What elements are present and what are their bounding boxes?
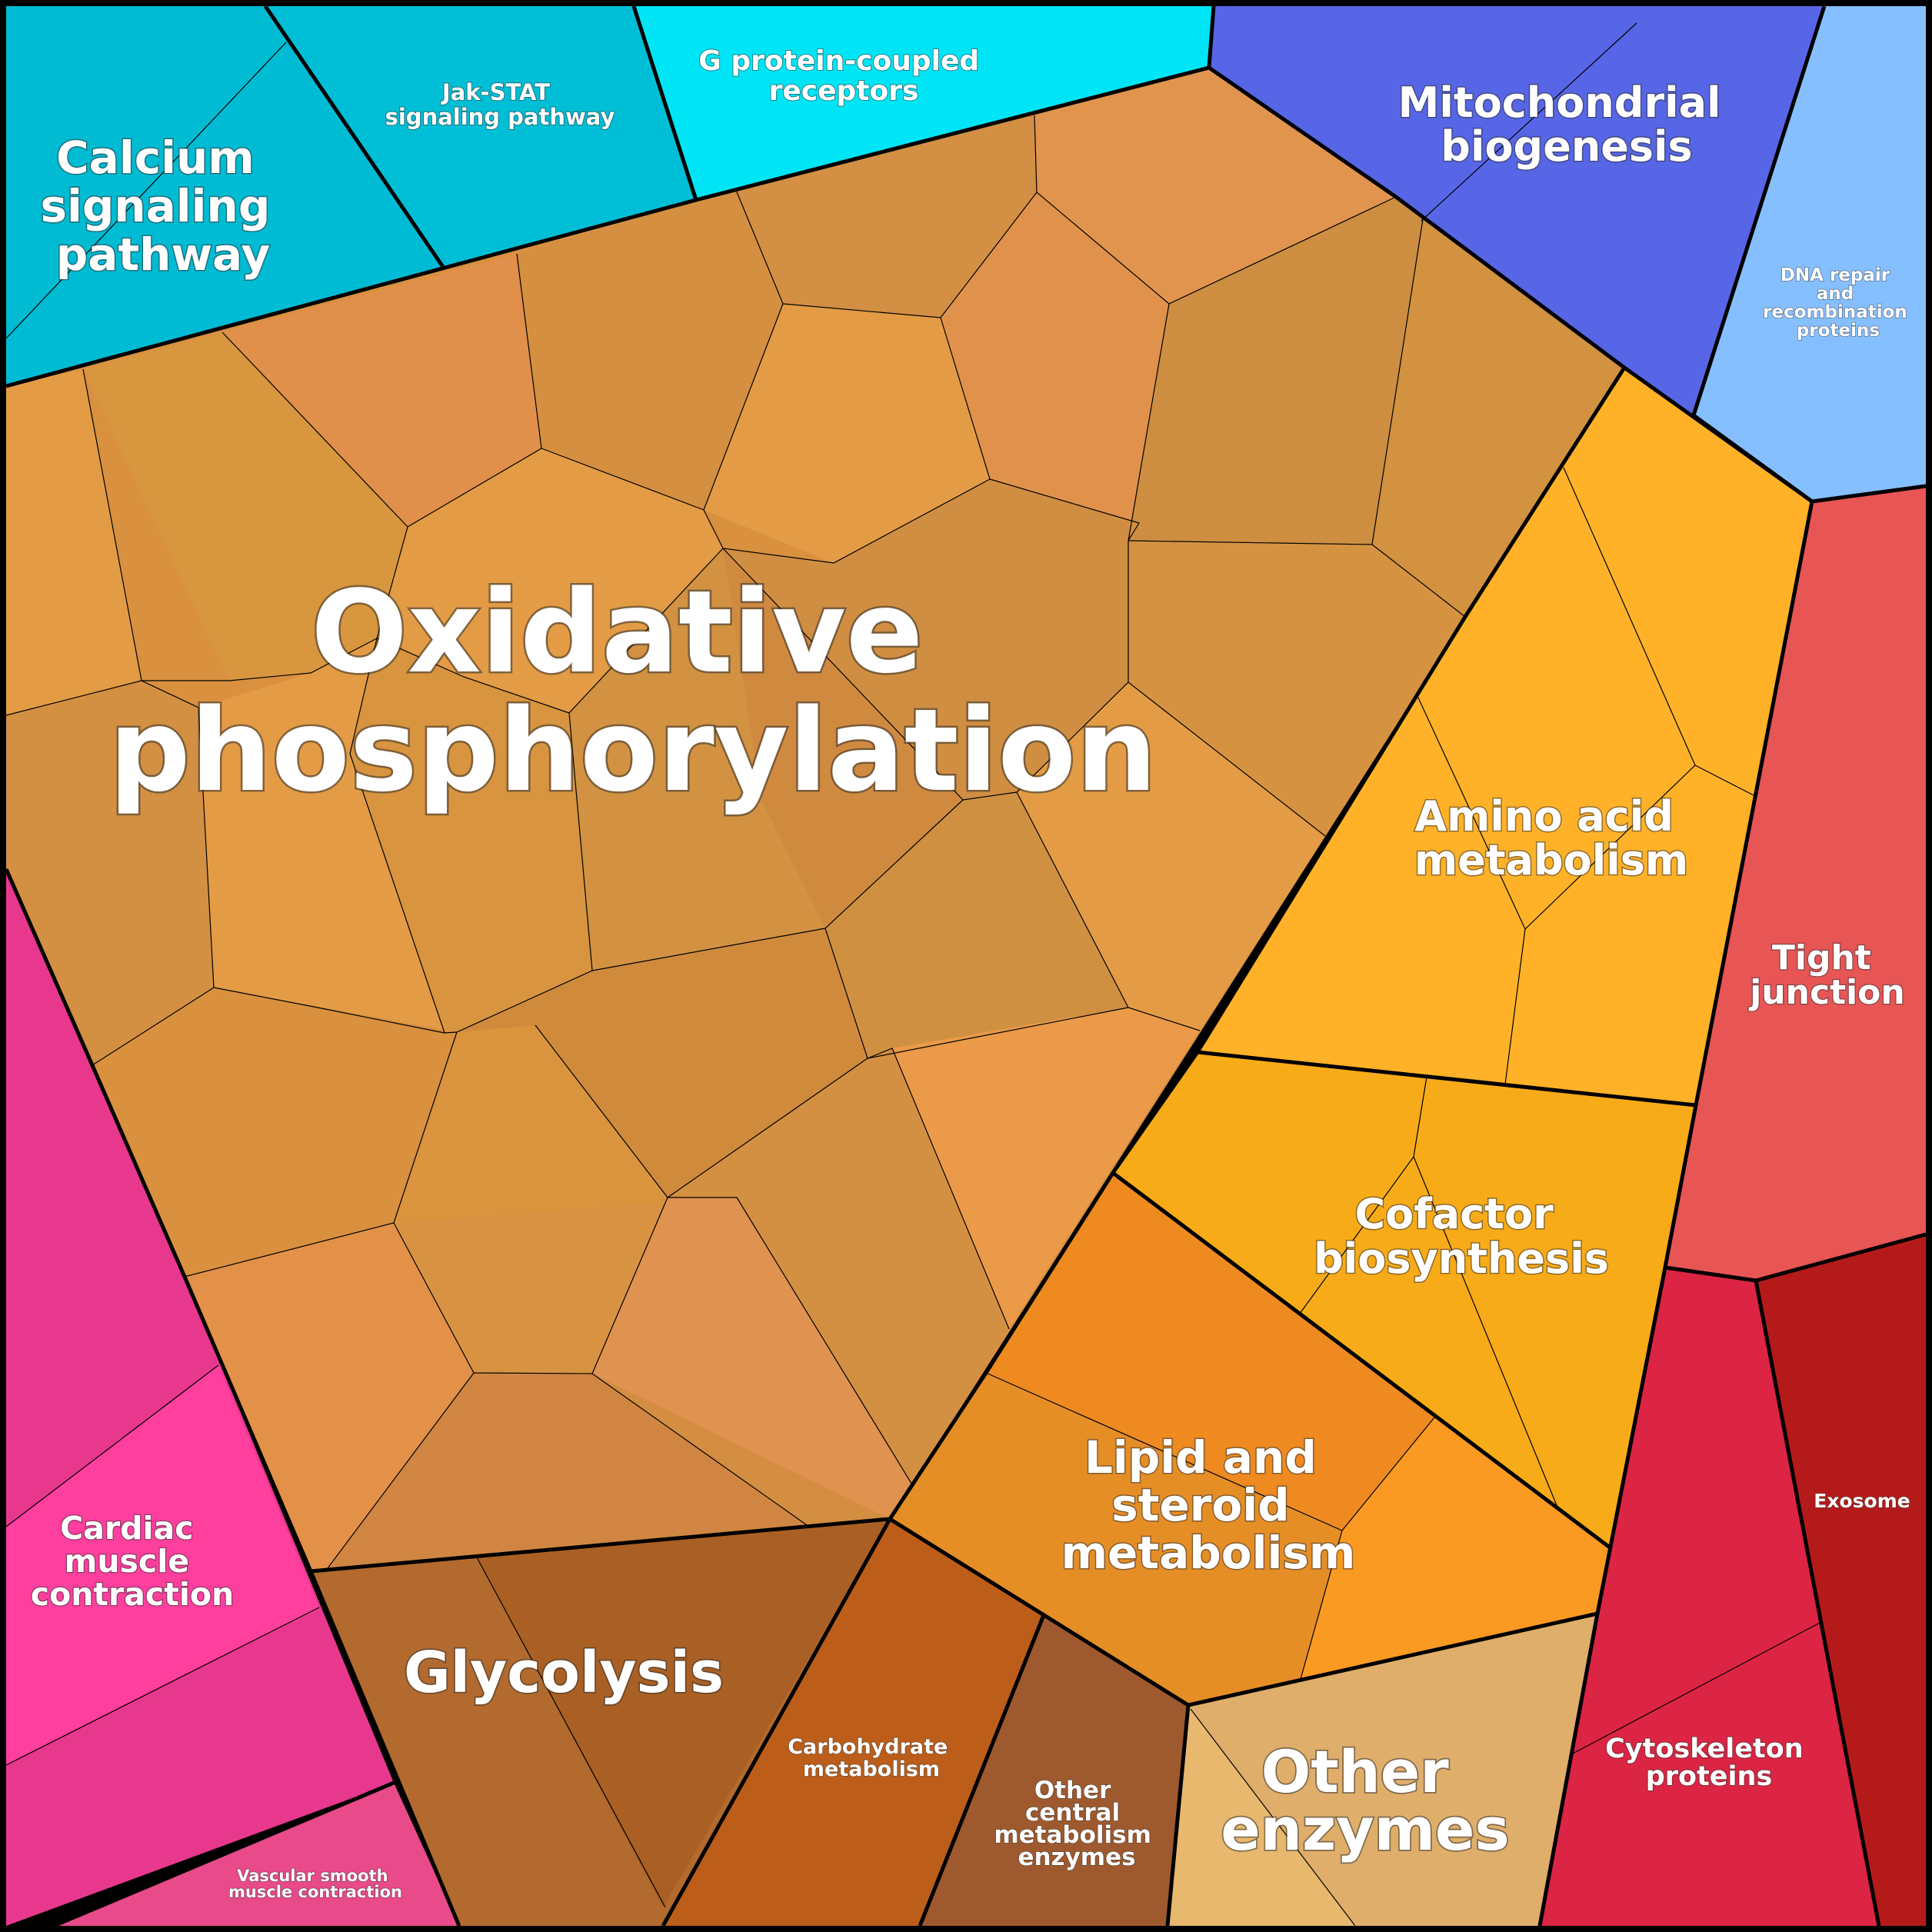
cell <box>477 1519 890 1907</box>
region-cyto-shape <box>1540 1267 1879 1926</box>
label-other-enzymes: Other enzymes <box>1221 1737 1509 1864</box>
cell-line <box>1190 1708 1356 1927</box>
cell <box>6 369 142 715</box>
cell <box>377 448 723 713</box>
region-tight-junction[interactable] <box>1665 486 1926 1281</box>
region-dna-repair[interactable] <box>1694 6 1926 501</box>
cell <box>1300 1417 1610 1682</box>
cell <box>394 1198 737 1374</box>
region-dna-shape <box>1694 6 1926 501</box>
cell-line <box>476 1557 666 1908</box>
cell <box>892 1008 1200 1329</box>
cell-line <box>1421 22 1637 222</box>
cell <box>723 479 1139 800</box>
cell <box>222 254 541 527</box>
cell <box>1128 197 1423 545</box>
label-cardiac-muscle: Cardiac muscle contraction <box>31 1510 234 1613</box>
label-cytoskeleton-proteins: Cytoskeleton proteins <box>1605 1734 1813 1792</box>
label-carbohydrate-metabolism: Carbohydrate metabolism <box>788 1735 955 1781</box>
labels: Oxidative phosphorylation Calcium signal… <box>30 45 1914 1902</box>
cell <box>6 681 214 1065</box>
region-exosome-shape <box>1756 1234 1926 1926</box>
region-oxidative-phosphorylation[interactable] <box>5 68 1624 1572</box>
region-jak-stat[interactable] <box>265 6 696 269</box>
lipid-cell-lines <box>985 1372 1435 1683</box>
cell <box>704 304 990 563</box>
label-oxidative-phosphorylation: Oxidative phosphorylation <box>109 566 1158 817</box>
cell <box>6 1365 319 1765</box>
label-jak-stat: Jak-STAT signaling pathway <box>385 79 615 130</box>
cell-line <box>5 42 287 339</box>
region-central-shape <box>920 1615 1188 1926</box>
cardiac-cell-lines <box>5 1364 320 1766</box>
cell <box>668 1048 1009 1486</box>
cell <box>92 988 457 1277</box>
region-vascular-smooth-muscle[interactable] <box>54 1783 459 1926</box>
cell <box>890 1373 1344 1705</box>
region-gpcr[interactable] <box>634 6 1214 200</box>
region-calcium-signaling[interactable] <box>5 6 445 386</box>
region-cofactor-shape <box>1113 1052 1696 1547</box>
region-lipid-steroid-metabolism[interactable] <box>890 1173 1610 1705</box>
region-cofactor-biosynthesis[interactable] <box>1113 1052 1696 1547</box>
region-carbohydrate-metabolism[interactable] <box>663 1519 1044 1926</box>
region-tight-shape <box>1665 486 1926 1281</box>
label-lipid-steroid-metabolism: Lipid and steroid metabolism <box>1061 1431 1356 1579</box>
cell-line <box>1572 1622 1820 1754</box>
cell <box>325 1373 809 1571</box>
region-carbo-shape <box>663 1519 1044 1926</box>
cell <box>734 115 1037 318</box>
region-other-central-metabolism[interactable] <box>920 1615 1188 1926</box>
cell <box>185 1223 474 1571</box>
cell <box>83 332 408 681</box>
region-exosome[interactable] <box>1756 1234 1926 1926</box>
cell <box>592 1198 913 1519</box>
label-exosome: Exosome <box>1814 1490 1910 1512</box>
label-amino-acid-metabolism: Amino acid metabolism <box>1414 792 1688 884</box>
cell <box>1168 1705 1355 1926</box>
label-tight-junction: Tight junction <box>1748 938 1904 1012</box>
label-glycolysis: Glycolysis <box>404 1640 724 1706</box>
region-amino-shape <box>1198 368 1812 1105</box>
amino-cell-lines <box>1417 467 1756 1085</box>
label-dna-repair: DNA repair and recombination proteins <box>1763 265 1914 341</box>
label-gpcr: G protein-coupled receptors <box>698 45 988 107</box>
region-vascular-shape <box>54 1783 459 1926</box>
region-cardiac-muscle[interactable] <box>5 869 394 1926</box>
cell <box>941 192 1169 541</box>
cell <box>1034 68 1396 304</box>
label-mitochondrial-biogenesis: Mitochondrial biogenesis <box>1398 78 1736 171</box>
region-mito-shape <box>1209 6 1824 415</box>
label-cofactor-biosynthesis: Cofactor biosynthesis <box>1314 1190 1609 1283</box>
cell <box>1017 682 1325 1031</box>
cell <box>723 548 963 928</box>
region-amino-acid-metabolism[interactable] <box>1198 368 1812 1105</box>
label-calcium-signaling: Calcium signaling pathway <box>40 132 285 281</box>
cofactor-cell-lines <box>1299 1076 1561 1514</box>
region-mitochondrial-biogenesis[interactable] <box>1209 6 1824 415</box>
region-other-enzymes[interactable] <box>1168 1614 1597 1927</box>
cell <box>1372 219 1624 617</box>
cell <box>825 792 1128 1058</box>
cell <box>457 928 868 1198</box>
cell <box>6 6 286 338</box>
cell <box>592 1374 890 1527</box>
region-jakstat-shape <box>265 6 696 269</box>
region-cytoskeleton-proteins[interactable] <box>1540 1267 1879 1926</box>
label-other-central-metabolism: Other central metabolism enzymes <box>994 1777 1159 1871</box>
cell <box>198 638 445 1033</box>
region-gpcr-shape <box>634 6 1214 200</box>
label-vascular-smooth-muscle: Vascular smooth muscle contraction <box>228 1867 402 1901</box>
region-glycolysis[interactable] <box>311 1519 890 1926</box>
oxphos-cell-lines <box>5 115 1466 1572</box>
cell <box>517 185 783 510</box>
cell <box>350 638 592 1033</box>
group-borders <box>4 5 1927 1928</box>
cell <box>1128 541 1465 836</box>
